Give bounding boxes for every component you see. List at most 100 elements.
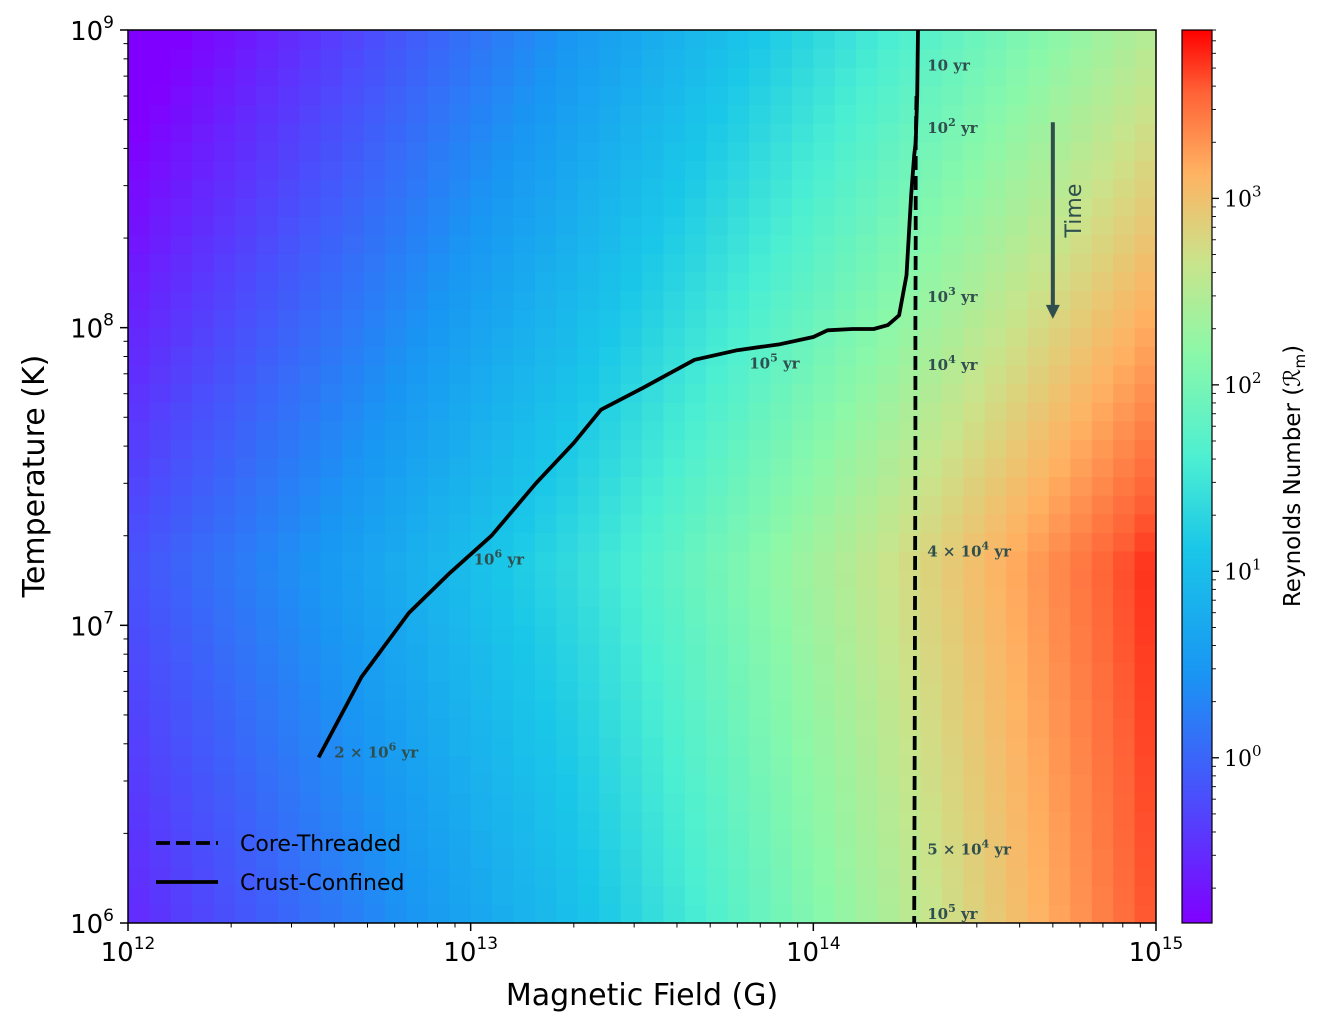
heatmap-cell [920,457,943,478]
heatmap-cell [427,234,450,254]
heatmap-cell [663,792,686,812]
heatmap-cell [813,792,836,812]
heatmap-cell [749,104,772,124]
heatmap-cell [941,550,964,571]
heatmap-cell [277,234,300,254]
heatmap-cell [834,420,857,440]
heatmap-cell [277,829,300,850]
heatmap-cell [277,848,300,868]
heatmap-cell [277,141,300,161]
heatmap-cell [556,532,579,552]
colorbar-title: Reynolds Number (ℛm) [1280,345,1309,607]
heatmap-cell [684,178,707,199]
heatmap-cell [192,402,215,422]
heatmap-cell [342,309,365,329]
heatmap-cell [299,178,322,199]
heatmap-cell [192,309,215,329]
heatmap-cell [556,197,579,217]
heatmap-cell [899,885,922,905]
heatmap-cell [899,402,922,422]
heatmap-cell [256,104,279,124]
heatmap-cell [149,588,172,608]
heatmap-cell [620,774,643,794]
heatmap-cell [1134,309,1156,329]
heatmap-cell [706,662,729,682]
heatmap-cell [642,848,665,868]
heatmap-cell [170,30,193,50]
heatmap-cell [620,904,643,923]
heatmap-cell [599,178,622,199]
heatmap-cell [235,160,258,180]
heatmap-cell [277,625,300,645]
heatmap-cell [1070,867,1093,887]
heatmap-cell [899,662,922,682]
heatmap-cell [149,327,172,347]
heatmap-cell [642,234,665,254]
heatmap-cell [385,643,408,664]
heatmap-cell [470,625,493,645]
heatmap-cell [449,271,472,292]
heatmap-cell [877,383,900,403]
heatmap-cell [427,123,450,143]
heatmap-cell [727,457,750,478]
heatmap-cell [470,383,493,403]
heatmap-cell [492,774,515,794]
heatmap-cell [941,495,964,515]
heatmap-cell [385,383,408,403]
heatmap-cell [192,848,215,868]
heatmap-cell [449,885,472,905]
heatmap-cell [449,476,472,496]
heatmap-cell [834,123,857,143]
heatmap-cell [963,141,986,161]
heatmap-cell [1070,123,1093,143]
heatmap-cell [213,718,236,738]
heatmap-cell [342,327,365,347]
heatmap-cell [749,234,772,254]
heatmap-cell [534,457,557,478]
heatmap-cell [1048,681,1071,701]
heatmap-cell [599,904,622,923]
heatmap-cell [470,197,493,217]
heatmap-cell [235,476,258,496]
heatmap-cell [427,904,450,923]
heatmap-cell [1027,495,1050,515]
heatmap-cell [213,402,236,422]
heatmap-cell [684,104,707,124]
heatmap-cell [984,885,1007,905]
heatmap-cell [513,309,536,329]
heatmap-cell [235,811,258,831]
heatmap-cell [342,48,365,68]
heatmap-cell [1070,643,1093,664]
heatmap-cell [149,123,172,143]
heatmap-cell [492,699,515,719]
heatmap-cell [642,681,665,701]
heatmap-cell [513,216,536,236]
heatmap-cell [984,532,1007,552]
heatmap-cell [427,85,450,106]
heatmap-cell [727,532,750,552]
heatmap-cell [513,290,536,310]
heatmap-cell [406,681,429,701]
heatmap-cell [706,904,729,923]
heatmap-cell [170,346,193,366]
heatmap-cell [277,178,300,199]
heatmap-cell [1048,364,1071,385]
heatmap-cell [470,699,493,719]
heatmap-cell [128,216,151,236]
heatmap-cell [256,476,279,496]
heatmap-cell [963,476,986,496]
heatmap-cell [684,30,707,50]
heatmap-cell [791,383,814,403]
heatmap-cell [834,327,857,347]
heatmap-cell [256,829,279,850]
heatmap-cell [877,867,900,887]
heatmap-cell [727,811,750,831]
heatmap-cell [277,197,300,217]
heatmap-cell [877,588,900,608]
heatmap-cell [577,829,600,850]
heatmap-cell [1048,513,1071,533]
heatmap-cell [963,569,986,589]
heatmap-cell [1113,848,1136,868]
heatmap-cell [299,606,322,626]
heatmap-cell [1113,606,1136,626]
